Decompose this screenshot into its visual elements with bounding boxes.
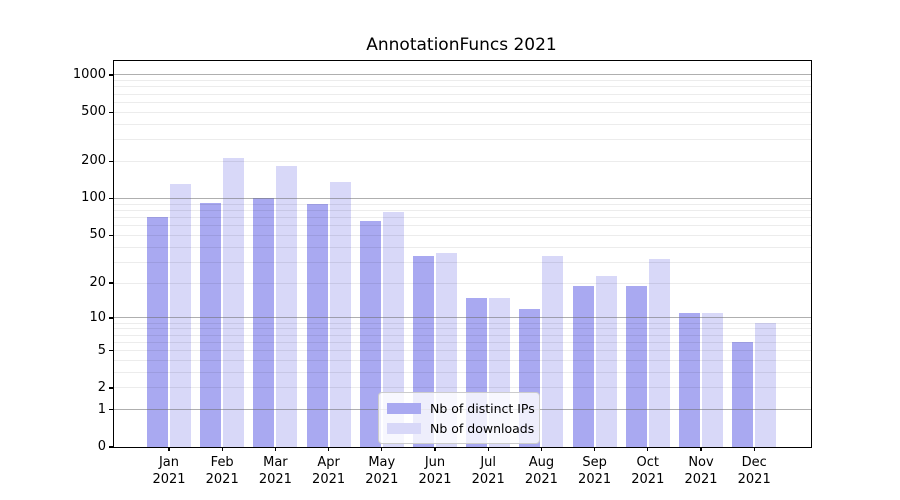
x-tick-label-jan: Jan 2021 xyxy=(152,455,186,487)
bar-downloads-dec xyxy=(755,323,777,447)
bar-ips-may xyxy=(359,221,381,447)
bar-downloads-feb xyxy=(223,158,245,447)
legend-label-downloads: Nb of downloads xyxy=(430,420,535,436)
x-tick-label-oct: Oct 2021 xyxy=(631,455,665,487)
x-tick-label-jun: Jun 2021 xyxy=(418,455,452,487)
x-tick-label-aug: Aug 2021 xyxy=(524,455,558,487)
x-tick-label-jul: Jul 2021 xyxy=(471,455,505,487)
x-tick-mark-oct xyxy=(647,447,649,451)
y-tick-mark-2 xyxy=(109,387,113,389)
bar-downloads-sep xyxy=(595,275,617,447)
x-tick-mark-aug xyxy=(540,447,543,451)
plot-area: 1000 500 200 100 50 20 10 5 2 1 0 Jan 2021 Feb 2021 Mar… xyxy=(73,60,812,487)
bar-ips-apr xyxy=(306,204,328,447)
y-tick-label-100: 100 xyxy=(81,190,106,206)
bar-downloads-mar xyxy=(276,166,298,447)
x-tick-mark-sep xyxy=(593,447,596,451)
ticks-layer: 1000 500 200 100 50 20 10 5 2 1 0 Jan 2021 Feb 2021 Mar… xyxy=(73,61,811,487)
bar-downloads-jan xyxy=(170,184,191,447)
x-tick-label-mar: Mar 2021 xyxy=(258,455,292,487)
legend-swatch-downloads xyxy=(387,422,421,434)
x-tick-mark-mar xyxy=(274,447,277,451)
bar-downloads-nov xyxy=(702,313,723,447)
x-tick-mark-dec xyxy=(753,447,755,451)
legend-label-distinct-ips: Nb of distinct IPs xyxy=(430,400,535,416)
bar-downloads-aug xyxy=(542,255,564,447)
bar-ips-nov xyxy=(679,313,700,447)
y-tick-label-1000: 1000 xyxy=(72,66,106,82)
x-tick-label-nov: Nov 2021 xyxy=(684,455,718,487)
bar-downloads-apr xyxy=(329,182,351,447)
y-tick-mark-50 xyxy=(109,234,113,236)
chart-title: AnnotationFuncs 2021 xyxy=(366,35,557,55)
y-tick-mark-100 xyxy=(109,197,113,200)
bar-ips-mar xyxy=(253,198,275,447)
bar-ips-dec xyxy=(732,342,754,447)
bars-layer xyxy=(114,61,811,447)
y-tick-label-1: 1 xyxy=(97,401,106,417)
y-tick-mark-200 xyxy=(109,160,113,163)
legend: Nb of distinct IPs Nb of downloads xyxy=(378,392,540,444)
legend-item-downloads: Nb of downloads xyxy=(387,418,535,438)
x-tick-label-may: May 2021 xyxy=(365,455,399,487)
x-tick-mark-nov xyxy=(700,447,702,451)
y-tick-label-200: 200 xyxy=(81,153,106,169)
y-tick-label-500: 500 xyxy=(81,104,106,120)
legend-item-distinct-ips: Nb of distinct IPs xyxy=(387,398,535,418)
y-tick-mark-5 xyxy=(109,349,113,352)
bar-ips-sep xyxy=(572,285,594,447)
y-tick-mark-500 xyxy=(109,111,113,113)
x-tick-mark-apr xyxy=(327,447,330,451)
y-tick-mark-1000 xyxy=(109,74,113,76)
bar-downloads-oct xyxy=(648,258,670,447)
x-tick-label-dec: Dec 2021 xyxy=(737,455,771,487)
bar-downloads-may xyxy=(382,211,404,447)
y-tick-mark-20 xyxy=(109,282,113,284)
y-tick-mark-0 xyxy=(109,446,113,448)
y-tick-label-5: 5 xyxy=(97,342,106,358)
x-tick-label-feb: Feb 2021 xyxy=(205,455,239,487)
x-tick-mark-feb xyxy=(221,447,223,451)
x-tick-mark-jun xyxy=(434,447,436,451)
bar-ips-jan xyxy=(147,217,168,447)
y-tick-label-2: 2 xyxy=(97,379,106,395)
x-tick-label-sep: Sep 2021 xyxy=(578,455,612,487)
x-tick-mark-may xyxy=(381,447,383,451)
x-tick-mark-jul xyxy=(487,447,489,451)
legend-swatch-distinct-ips xyxy=(387,402,421,414)
bar-ips-feb xyxy=(200,202,222,447)
y-tick-mark-1 xyxy=(109,408,113,411)
y-tick-mark-10 xyxy=(109,317,113,319)
x-tick-label-apr: Apr 2021 xyxy=(312,455,346,487)
y-tick-label-10: 10 xyxy=(89,309,106,325)
y-tick-label-50: 50 xyxy=(89,227,106,243)
bar-ips-oct xyxy=(625,285,647,447)
y-tick-label-20: 20 xyxy=(89,275,106,291)
y-tick-label-0: 0 xyxy=(97,439,106,454)
x-tick-mark-jan xyxy=(168,447,170,451)
